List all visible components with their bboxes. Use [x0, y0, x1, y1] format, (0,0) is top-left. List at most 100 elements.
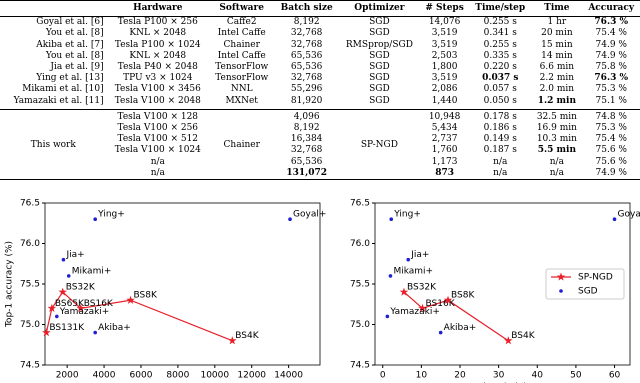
- point-label: Yamazaki+: [59, 307, 110, 317]
- table-cell: 16,384: [290, 134, 323, 145]
- table-cell: 1,173: [431, 156, 458, 167]
- point-label: BS16K: [84, 299, 114, 309]
- table-cell: 74.8 %: [595, 111, 627, 122]
- point-label: Mikami+: [72, 266, 112, 276]
- table-cell: Tesla V100 × 128: [117, 111, 199, 122]
- table-cell: 6.6 min: [539, 62, 575, 73]
- table-cell: 3,519: [431, 39, 458, 50]
- table-cell: 2,503: [431, 50, 458, 61]
- point-label: Yamazaki+: [389, 307, 440, 317]
- table-cell: 0.186 s: [483, 123, 517, 134]
- star-marker: [399, 287, 409, 296]
- table-cell: 76.3 %: [594, 17, 629, 28]
- table-cell: 32,768: [290, 73, 323, 84]
- table-cell: 1,440: [431, 95, 458, 106]
- dot-marker: [389, 217, 394, 221]
- x-tick-label: 60: [609, 371, 621, 381]
- star-marker: [76, 303, 86, 312]
- table-cell: 32.5 min: [536, 111, 577, 122]
- star-marker: [58, 287, 67, 296]
- x-tick-label: 8000: [166, 371, 189, 381]
- table-cell: SGD: [369, 84, 390, 95]
- table-cell: Tesla P40 × 2048: [117, 62, 198, 73]
- point-label: BS16K: [426, 299, 456, 309]
- table-cell: n/a: [549, 167, 564, 178]
- dot-marker: [61, 257, 66, 262]
- table-cell: 16.9 min: [536, 123, 577, 134]
- table-cell: 0.220 s: [483, 62, 517, 73]
- table-cell: 74.9 %: [595, 167, 627, 178]
- table-cell: Intel Caffe: [217, 50, 266, 61]
- point-label: BS131K: [49, 323, 85, 333]
- table-cell: 76.3 %: [594, 73, 629, 84]
- table-cell: 0.178 s: [483, 111, 517, 122]
- table-cell: 20 min: [541, 28, 573, 39]
- table-row: Akiba et al. [7] Tesla P100 × 1024 Chainer…: [0, 40, 640, 51]
- table-row: Goyal et al. [6] Tesla P100 × 256 Caffe2 8,…: [0, 17, 640, 29]
- table-cell: 75.6 %: [595, 145, 627, 156]
- table-cell: This work: [30, 139, 76, 150]
- dot-marker: [385, 314, 390, 319]
- x-tick-label: 10: [416, 371, 428, 381]
- table-cell: Jia et al. [9]: [50, 62, 104, 73]
- x-tick-label: 2000: [56, 371, 79, 381]
- point-label: BS4K: [511, 331, 535, 341]
- dot-marker: [388, 274, 393, 278]
- table-cell: 14 min: [541, 50, 573, 61]
- table-cell: You et al. [8]: [45, 28, 104, 39]
- table-cell: 0.335 s: [483, 50, 517, 61]
- table-row: Tesla V100 × 512 16,384 2,737 0.149 s 10.3 m…: [0, 134, 640, 145]
- header-cell: # Steps: [425, 3, 464, 13]
- results-table: Hardware Software Batch size Optimizer # Ste…: [0, 0, 640, 180]
- table-header: Hardware Software Batch size Optimizer # Ste…: [0, 0, 640, 17]
- series-line: [45, 291, 233, 342]
- table-row: Tesla V100 × 1024 32,768 1,760 0.187 s 5.5 m…: [0, 145, 640, 156]
- header-cell: Hardware: [133, 3, 183, 13]
- table-cell: 0.187 s: [483, 145, 517, 156]
- table-cell: 8,192: [293, 123, 320, 134]
- header-cell: Software: [219, 3, 264, 13]
- table-cell: Akiba et al. [7]: [36, 39, 104, 50]
- y-axis-label: Top-1 accuracy (%): [5, 241, 15, 328]
- header-cell: Batch size: [280, 3, 333, 13]
- table-cell: Tesla V100 × 512: [117, 134, 199, 145]
- table-cell: Tesla V100 × 1024: [114, 145, 201, 156]
- dot-marker: [406, 257, 411, 262]
- y-tick-label: 75.5: [350, 280, 370, 290]
- table-cell: SGD: [369, 17, 390, 28]
- x-tick-label: 6000: [130, 371, 153, 381]
- table-cell: n/a: [150, 156, 165, 167]
- table-row: Ying et al. [13] TPU v3 × 1024 TensorFlow 3…: [0, 73, 640, 84]
- table-cell: 0.255 s: [483, 17, 517, 28]
- point-label: Akiba+: [98, 323, 131, 333]
- table-cell: 75.3 %: [595, 84, 627, 95]
- point-label: Jia+: [410, 250, 429, 260]
- header-cell: Accuracy: [588, 3, 635, 13]
- table-cell: Caffe2: [226, 17, 257, 28]
- star-marker: [42, 328, 51, 337]
- point-label: BS32K: [407, 283, 437, 293]
- table-cell: 5,434: [431, 123, 458, 134]
- table-cell: 2.0 min: [539, 84, 575, 95]
- table-cell: 0.255 s: [483, 39, 517, 50]
- table-cell: n/a: [150, 167, 165, 178]
- dot-marker: [612, 217, 617, 221]
- star-marker: [418, 303, 427, 312]
- legend-marker: [556, 272, 566, 281]
- table-cell: 5.5 min: [537, 145, 576, 156]
- table-cell: 3,519: [431, 28, 458, 39]
- table-cell: SP-NGD: [360, 139, 398, 150]
- table-cell: 74.9 %: [595, 39, 627, 50]
- table-cell: 131,072: [286, 167, 328, 178]
- table-row: n/a 65,536 1,173 n/a n/a 75.6 %: [0, 157, 640, 168]
- charts: 74.5 75.0 75.5 76.0 76.5 2000 4000 6000 8000 1000…: [5, 199, 640, 383]
- table-cell: KNL × 2048: [129, 28, 187, 39]
- y-tick-label: 76.5: [350, 199, 370, 209]
- table-cell: 10,948: [428, 111, 461, 122]
- table-row: Jia et al. [9] Tesla P40 × 2048 TensorFlow…: [0, 62, 640, 73]
- star-marker: [228, 336, 237, 345]
- table-cell: KNL × 2048: [129, 50, 187, 61]
- y-tick-label: 75.5: [20, 280, 40, 290]
- table-cell: 1,760: [431, 145, 458, 156]
